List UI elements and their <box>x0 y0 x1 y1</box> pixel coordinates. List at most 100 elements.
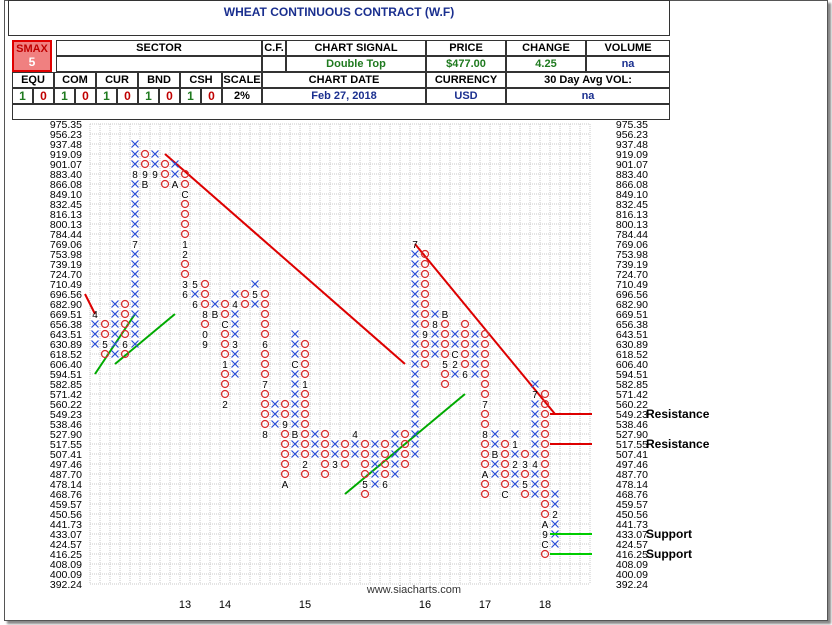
pnf-x-mark <box>411 430 419 438</box>
year-label: 14 <box>219 599 231 611</box>
pnf-x-mark <box>111 350 119 358</box>
pnf-x-mark <box>131 280 139 288</box>
asset-label-com: COM <box>54 72 96 88</box>
price-label-right: 571.42 <box>616 389 648 401</box>
price-label-left: 696.56 <box>50 289 82 301</box>
asset-value-csh-0: 1 <box>180 88 201 104</box>
pnf-month-marker: B <box>212 310 219 321</box>
pnf-month-marker: 1 <box>302 380 308 391</box>
price-label-left: 400.09 <box>50 569 82 581</box>
pnf-o-mark <box>440 379 450 389</box>
asset-label-equ: EQU <box>12 72 54 88</box>
pnf-o-mark <box>280 439 290 449</box>
pnf-o-mark <box>160 159 170 169</box>
price-label-left: 507.41 <box>50 449 82 461</box>
pnf-o-mark <box>300 399 310 409</box>
price-label-left: 832.45 <box>50 199 82 211</box>
pnf-x-mark <box>91 320 99 328</box>
price-label-left: 478.14 <box>50 479 82 491</box>
price-label-left: 517.55 <box>50 439 82 451</box>
pnf-x-mark <box>251 280 259 288</box>
price-label-right: 582.85 <box>616 379 648 391</box>
pnf-o-mark <box>260 389 270 399</box>
pnf-month-marker: 6 <box>462 370 468 381</box>
pnf-o-mark <box>320 449 330 459</box>
pnf-o-mark <box>120 349 130 359</box>
pnf-x-mark <box>371 460 379 468</box>
pnf-o-mark <box>200 319 210 329</box>
pnf-o-mark <box>280 459 290 469</box>
pnf-x-mark <box>431 340 439 348</box>
pnf-o-mark <box>380 449 390 459</box>
pnf-o-mark <box>320 429 330 439</box>
pnf-month-marker: B <box>442 310 449 321</box>
pnf-month-marker: 9 <box>152 170 158 181</box>
pnf-o-mark <box>440 319 450 329</box>
pnf-o-mark <box>420 349 430 359</box>
pnf-x-mark <box>451 330 459 338</box>
pnf-x-mark <box>131 210 139 218</box>
pnf-o-mark <box>540 429 550 439</box>
pnf-x-mark <box>471 330 479 338</box>
pnf-o-mark <box>280 399 290 409</box>
change-label: CHANGE <box>506 40 586 56</box>
pnf-o-mark <box>300 349 310 359</box>
price-value: $477.00 <box>426 56 506 72</box>
pnf-x-mark <box>131 300 139 308</box>
pnf-month-marker: 7 <box>482 400 488 411</box>
pnf-x-mark <box>411 400 419 408</box>
pnf-o-mark <box>360 439 370 449</box>
pnf-o-mark <box>260 309 270 319</box>
pnf-month-marker: 1 <box>512 440 518 451</box>
header-table: WHEAT CONTINUOUS CONTRACT (W.F) SMAX 5 S… <box>8 0 670 120</box>
price-label-left: 800.13 <box>50 219 82 231</box>
pnf-o-mark <box>480 419 490 429</box>
pnf-x-mark <box>551 520 559 528</box>
pnf-month-marker: C <box>181 190 188 201</box>
price-label-right: 459.57 <box>616 499 648 511</box>
pnf-month-marker: 9 <box>422 330 428 341</box>
price-label-right: 392.24 <box>616 579 648 591</box>
pnf-o-mark <box>260 349 270 359</box>
pnf-o-mark <box>380 459 390 469</box>
price-label-left: 560.22 <box>50 399 82 411</box>
pnf-month-marker: 7 <box>412 240 418 251</box>
price-label-right: 724.70 <box>616 269 648 281</box>
price-label-right: 656.38 <box>616 319 648 331</box>
chart-title: WHEAT CONTINUOUS CONTRACT (W.F) <box>8 0 670 36</box>
pnf-o-mark <box>420 339 430 349</box>
pnf-o-mark <box>320 439 330 449</box>
price-label-right: 753.98 <box>616 249 648 261</box>
pnf-x-mark <box>311 430 319 438</box>
pnf-o-mark <box>220 329 230 339</box>
asset-value-com-1: 0 <box>75 88 96 104</box>
price-label-left: 956.23 <box>50 129 82 141</box>
pnf-month-marker: 8 <box>262 430 268 441</box>
pnf-o-mark <box>460 329 470 339</box>
price-label-right: 643.51 <box>616 329 648 341</box>
pnf-o-mark <box>460 349 470 359</box>
pnf-o-mark <box>400 429 410 439</box>
pnf-o-mark <box>480 329 490 339</box>
pnf-x-mark <box>411 420 419 428</box>
pnf-o-mark <box>300 369 310 379</box>
pnf-o-mark <box>420 299 430 309</box>
asset-value-equ-1: 0 <box>33 88 54 104</box>
pnf-month-marker: C <box>291 360 298 371</box>
pnf-o-mark <box>220 309 230 319</box>
pnf-x-mark <box>151 160 159 168</box>
price-label-left: 618.52 <box>50 349 82 361</box>
cf-value <box>262 56 286 72</box>
pnf-o-mark <box>460 359 470 369</box>
pnf-x-mark <box>131 180 139 188</box>
pnf-o-mark <box>300 339 310 349</box>
pnf-o-mark <box>220 349 230 359</box>
price-label-left: 816.13 <box>50 209 82 221</box>
pnf-month-marker: C <box>451 350 458 361</box>
pnf-o-mark <box>460 339 470 349</box>
price-label-right: 560.22 <box>616 399 648 411</box>
pnf-o-mark <box>200 299 210 309</box>
pnf-x-mark <box>291 410 299 418</box>
pnf-o-mark <box>520 489 530 499</box>
